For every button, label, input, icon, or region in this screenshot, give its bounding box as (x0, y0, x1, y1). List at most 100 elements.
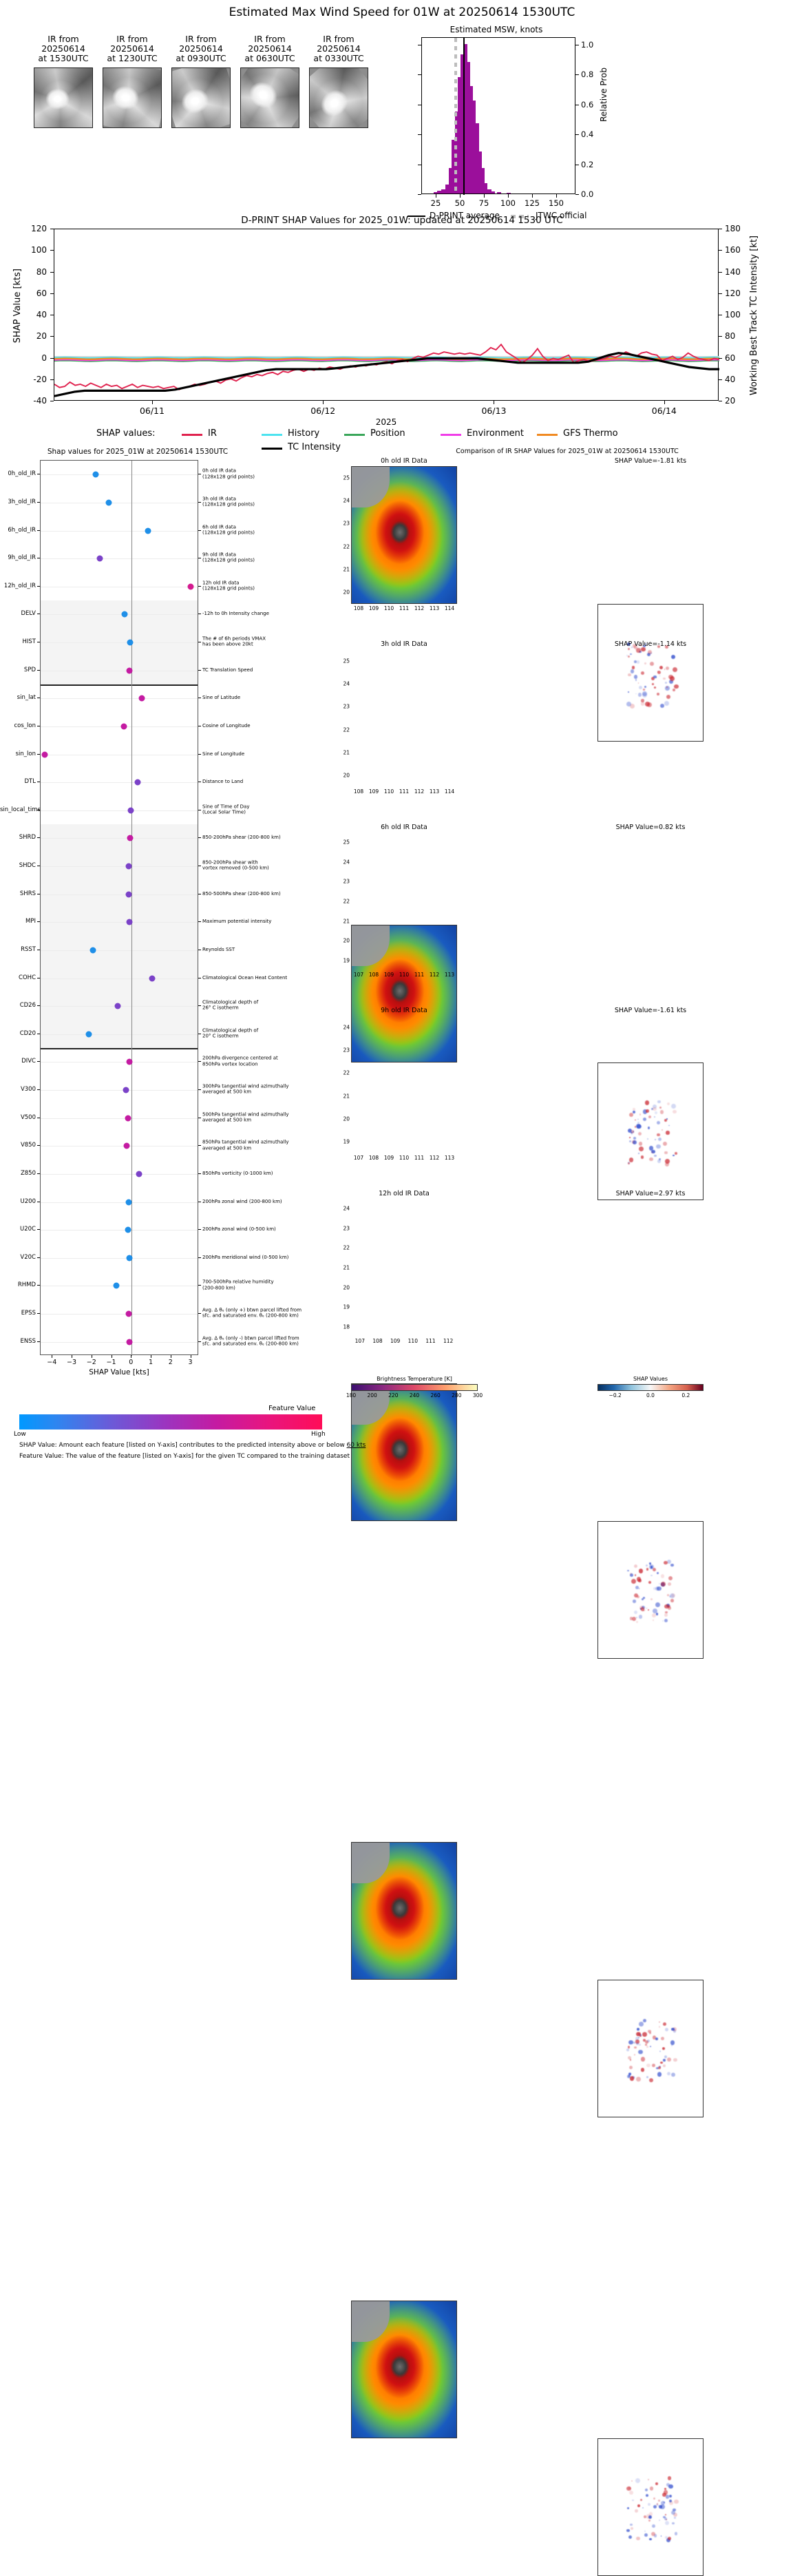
timeseries-xtick (152, 401, 153, 404)
shap-map-1 (597, 1062, 704, 1200)
shap-pixel (664, 2502, 665, 2503)
shap-row-tick-right (198, 837, 201, 838)
shap-xlabel: SHAP Value [kts] (40, 1368, 198, 1376)
histogram-ytick-label: 0.0 (581, 189, 593, 199)
shap-pixel (664, 2517, 667, 2520)
shap-feature-desc-12h_old_ir: 12h old IR data (128x128 grid points) (202, 580, 306, 592)
shap-pixel (631, 2480, 633, 2482)
shap-feature-label-divc: DIVC (0, 1058, 36, 1065)
shap-pixel (659, 666, 663, 669)
timeseries-ytick-label: 60 (36, 289, 47, 298)
shap-pixel (675, 1152, 678, 1155)
timeseries-ytick-right-label: 80 (725, 331, 735, 341)
shap-pixel (636, 648, 640, 652)
shap-row-tick-right (198, 1145, 201, 1146)
shap-pixel (633, 2042, 635, 2043)
shap-pixel (649, 1158, 653, 1162)
bt-colorbar-tick: 220 (388, 1392, 398, 1399)
shap-pixel (655, 1587, 659, 1591)
shap-pixel (628, 2046, 630, 2048)
shap-pixel (648, 2520, 650, 2522)
shap-row-tick-right (198, 1313, 201, 1314)
shap-pixel (631, 1579, 636, 1584)
bt-colorbar-label: Brightness Temperature [K] (351, 1376, 478, 1382)
shap-row-gridline (41, 558, 198, 559)
colorbar-high-label: High (311, 1431, 326, 1438)
shap-pixel (664, 1133, 666, 1134)
shap-pixel (664, 1561, 668, 1565)
shap-pixel (629, 2066, 633, 2069)
timeseries-ytick (50, 272, 54, 273)
shap-row-gridline (41, 1314, 198, 1315)
ir-map-xtick-3: 113 (445, 1155, 454, 1161)
shap-feature-desc-3h_old_ir: 3h old IR data (128x128 grid points) (202, 496, 306, 508)
shap-pixel (635, 2509, 638, 2513)
ir-map-ytick-0: 23 (340, 521, 350, 527)
timeseries-ytick-label: 20 (36, 331, 47, 341)
shap-pixel (627, 1570, 628, 1571)
shap-feature-desc-cd20: Climatological depth of 20° C isotherm (202, 1028, 306, 1040)
shap-row-gridline (41, 1034, 198, 1035)
shap-pixel (646, 2076, 648, 2078)
shap-row-gridline (41, 950, 198, 951)
shap-pixel (628, 1162, 630, 1164)
shap-row-tick-right (198, 1341, 201, 1342)
shap-pixel (626, 2529, 629, 2532)
shap-group-band-environmental (41, 824, 198, 1048)
ir-thumbnail-caption-line-2: at 0930UTC (165, 54, 237, 63)
shap-pixel (636, 1617, 637, 1618)
shap-feature-desc-6h_old_ir: 6h old IR data (128x128 grid points) (202, 524, 306, 536)
shap-pixel (653, 1107, 656, 1111)
shap-pixel (629, 2491, 633, 2495)
shap-row-gridline (41, 782, 198, 783)
histogram-xtick (532, 194, 533, 198)
ir-map-xtick-3: 108 (369, 1155, 379, 1161)
shap-row-gridline (41, 894, 198, 895)
shap-feature-label-cd20: CD20 (0, 1030, 36, 1037)
shap-pixel (668, 1125, 670, 1127)
shap-row-gridline (41, 1258, 198, 1259)
histogram-xtick (556, 194, 557, 198)
histogram-xtick (508, 194, 509, 198)
ir-shap-comparison-panel: Comparison of IR SHAP Values for 2025_01… (330, 448, 804, 1412)
shap-colorbar-label: SHAP Values (597, 1376, 704, 1382)
timeseries-ytick (50, 336, 54, 337)
ir-map-ytick-2: 22 (340, 899, 350, 905)
timeseries-ytick-right (719, 272, 722, 273)
shap-pixel (664, 1619, 668, 1622)
ir-map-ytick-4: 24 (340, 1206, 350, 1212)
shap-pixel (667, 1102, 670, 1105)
shap-pixel (636, 2077, 641, 2082)
ir-map-ytick-4: 18 (340, 1323, 350, 1330)
legend-swatch-environment (441, 434, 461, 436)
shap-pixel (653, 2498, 655, 2500)
ir-map-ytick-1: 20 (340, 773, 350, 779)
feature-value-label: Feature Value (268, 1405, 315, 1412)
maps-title: Comparison of IR SHAP Values for 2025_01… (330, 448, 804, 455)
shap-pixel (655, 1111, 657, 1114)
shap-pixel (641, 671, 644, 675)
shap-pixel (657, 2072, 662, 2077)
ir-map-title-1: 3h old IR Data (351, 640, 457, 648)
ir-map-xtick-0: 109 (369, 605, 379, 611)
timeseries-ytick-right-label: 120 (725, 289, 741, 298)
ir-map-title-4: 12h old IR Data (351, 1190, 457, 1197)
ir-map-1 (351, 925, 457, 1062)
ir-map-xtick-3: 111 (414, 1155, 424, 1161)
shap-row-tick-right (198, 754, 201, 755)
timeseries-ytick (50, 358, 54, 359)
shap-pixel (666, 667, 669, 670)
shap-feature-label-v300: V300 (0, 1086, 36, 1093)
shap-pixel (653, 2505, 657, 2509)
shap-pixel (639, 1569, 643, 1573)
histogram-title: Estimated MSW, knots (383, 25, 610, 34)
shap-pixel (666, 695, 670, 699)
histogram-ytick (575, 134, 579, 135)
shap-pixel (668, 675, 673, 679)
ir-map-xtick-4: 110 (408, 1338, 418, 1344)
shap-pixel (639, 2022, 643, 2026)
timeseries-xtick (323, 401, 324, 404)
shap-pixel (648, 2503, 650, 2506)
shap-row-tick-right (198, 1005, 201, 1006)
shap-pixel (652, 2524, 655, 2528)
